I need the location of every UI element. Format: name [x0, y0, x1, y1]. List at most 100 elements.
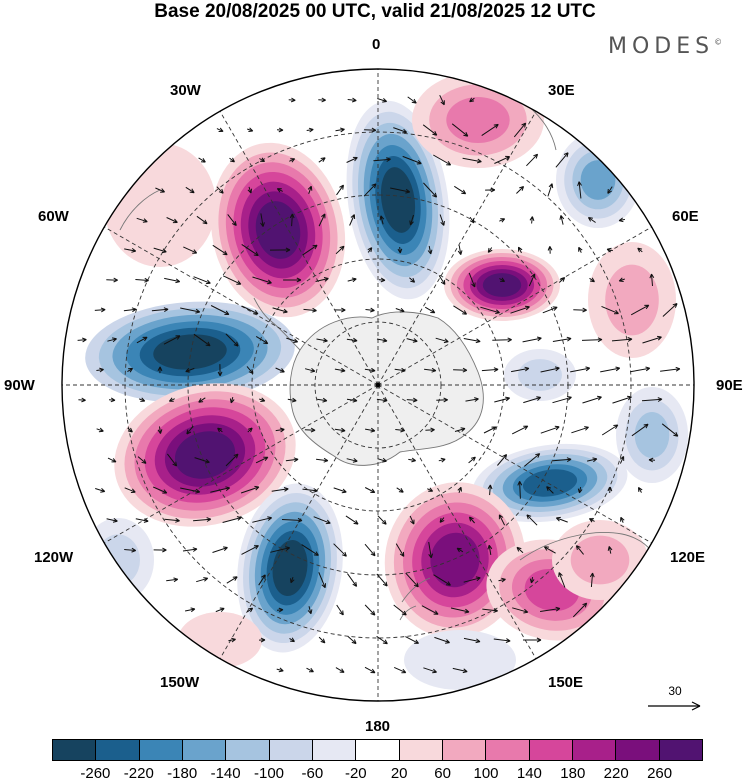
wind-arrow — [396, 487, 404, 493]
wind-arrow — [283, 277, 302, 283]
wind-arrow — [269, 247, 291, 253]
wind-arrow — [481, 367, 499, 373]
wind-arrow — [289, 158, 296, 163]
wind-arrow — [276, 127, 284, 133]
wind-arrow — [276, 667, 284, 673]
lon-label-180: 180 — [365, 718, 391, 735]
wind-arrow — [335, 667, 345, 673]
wind-arrow — [630, 304, 650, 316]
wind-arrow — [433, 574, 451, 586]
wind-arrow — [336, 184, 344, 196]
wind-arrow — [222, 275, 242, 285]
colorbar-swatch — [269, 740, 313, 760]
wind-arrow — [637, 247, 643, 253]
south-pole-marker — [375, 382, 381, 388]
wind-arrow — [555, 516, 568, 523]
wind-arrow — [601, 424, 619, 436]
wind-arrow — [510, 305, 530, 314]
wind-arrow — [334, 367, 346, 373]
wind-arrow — [631, 423, 649, 437]
anomaly-contour — [430, 532, 480, 588]
colorbar-swatch — [96, 740, 140, 760]
wind-arrow — [499, 277, 506, 282]
wind-arrow — [182, 547, 198, 552]
wind-arrow — [376, 573, 388, 587]
colorbar-swatch — [399, 740, 443, 760]
colorbar-swatch — [53, 740, 97, 760]
lon-label-150e: 150E — [548, 674, 584, 691]
colorbar-tick-label: -140 — [210, 765, 241, 782]
wind-arrow — [587, 217, 596, 223]
wind-arrow — [318, 97, 326, 103]
wind-arrow — [301, 544, 319, 556]
wind-arrow — [289, 213, 295, 227]
colorbar-swatch — [659, 740, 702, 760]
wind-arrow — [547, 183, 554, 197]
wind-arrow — [318, 572, 326, 589]
wind-arrow — [193, 333, 211, 347]
wind-arrow — [346, 573, 358, 587]
anomaly-contour — [605, 264, 659, 336]
colorbar-tick-label: -100 — [253, 765, 285, 782]
wind-arrow — [347, 277, 357, 283]
wind-arrow — [302, 488, 318, 493]
anomaly-contour — [404, 630, 516, 690]
wind-arrow — [601, 305, 619, 315]
wind-arrow — [463, 576, 481, 583]
wind-arrow — [270, 546, 291, 553]
wind-arrow — [157, 366, 163, 374]
lon-label-30e: 30E — [548, 82, 575, 99]
wind-arrow — [193, 276, 211, 285]
wind-arrow — [523, 453, 541, 467]
wind-arrow — [123, 307, 137, 313]
wind-arrow — [290, 577, 295, 584]
wind-arrow — [333, 543, 347, 557]
wind-arrow — [185, 607, 196, 613]
wind-arrow — [395, 307, 405, 313]
wind-arrow — [167, 453, 178, 467]
colorbar-tick-label: -60 — [301, 765, 324, 782]
parallel-circle — [251, 258, 505, 512]
wind-arrow — [559, 215, 565, 225]
anomaly-contour — [380, 167, 416, 233]
wind-arrow — [661, 423, 679, 437]
wind-arrow — [457, 486, 462, 493]
wind-arrow — [247, 427, 253, 433]
wind-arrow — [522, 336, 542, 343]
wind-arrow — [649, 273, 655, 287]
wind-arrow — [577, 486, 583, 494]
wind-arrow — [540, 366, 560, 373]
wind-arrow — [433, 154, 452, 166]
wind-arrow — [493, 638, 511, 643]
colorbar-swatch — [312, 740, 357, 760]
colorbar-swatch — [226, 740, 270, 760]
wind-arrow — [313, 516, 331, 525]
wind-arrow — [648, 457, 656, 463]
wind-arrow — [241, 305, 259, 315]
lon-label-120w: 120W — [34, 549, 74, 566]
parallel-circle — [124, 131, 632, 639]
colorbar-tick-label: -260 — [80, 765, 111, 782]
wind-arrow — [186, 425, 194, 435]
reference-vector-label: 30 — [668, 684, 682, 698]
wind-arrow — [424, 367, 437, 373]
anomaly-contour — [446, 97, 510, 143]
anomaly-contour — [482, 273, 522, 297]
wind-arrow — [346, 458, 358, 463]
wind-arrow — [456, 547, 464, 553]
wind-arrow — [641, 397, 663, 402]
colorbar-swatch — [442, 740, 487, 760]
anomaly-contour — [518, 359, 562, 391]
wind-arrow — [462, 157, 482, 164]
wind-arrow — [423, 182, 438, 198]
wind-arrow — [406, 338, 418, 343]
wind-arrow — [281, 517, 303, 523]
wind-arrow — [255, 335, 269, 345]
wind-arrow — [258, 574, 266, 586]
wind-arrow — [96, 427, 104, 433]
wind-arrow — [136, 336, 148, 344]
wind-arrow — [528, 273, 536, 287]
wind-arrow — [378, 277, 386, 283]
wind-arrow — [246, 366, 254, 375]
wind-arrow — [618, 277, 625, 282]
